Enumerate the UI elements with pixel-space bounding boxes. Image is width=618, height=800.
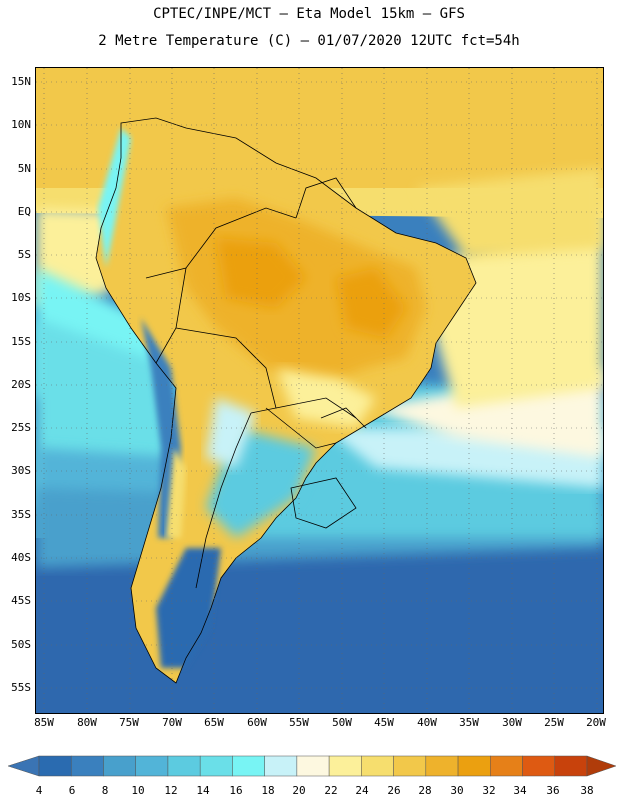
colorbar-label: 20 <box>292 784 306 797</box>
colorbar-label: 4 <box>35 784 43 797</box>
south-america-land <box>96 118 476 683</box>
lon-label: 60W <box>247 716 267 729</box>
lon-label: 40W <box>417 716 437 729</box>
colorbar-swatch <box>199 755 233 777</box>
colorbar-swatch <box>38 755 72 777</box>
colorbar-label: 18 <box>261 784 275 797</box>
lat-label: 35S <box>11 508 31 521</box>
colorbar-swatch <box>393 755 427 777</box>
colorbar-label: 26 <box>387 784 401 797</box>
lon-label: 75W <box>119 716 139 729</box>
colorbar-label: 14 <box>196 784 210 797</box>
lon-label: 30W <box>502 716 522 729</box>
lat-label: EQ <box>17 205 31 218</box>
colorbar-label: 36 <box>546 784 560 797</box>
lon-label: 35W <box>459 716 479 729</box>
colorbar-label: 28 <box>418 784 432 797</box>
colorbar-swatch <box>264 755 298 777</box>
colorbar-swatch <box>135 755 169 777</box>
colorbar-label: 24 <box>355 784 369 797</box>
colorbar-swatch <box>296 755 330 777</box>
lat-label: 5N <box>17 162 31 175</box>
colorbar-swatch <box>425 755 459 777</box>
colorbar-label: 6 <box>68 784 76 797</box>
lat-label: 15N <box>11 75 31 88</box>
lon-label: 25W <box>544 716 564 729</box>
country-borders <box>95 117 477 684</box>
lon-label: 20W <box>586 716 606 729</box>
lat-label: 15S <box>11 335 31 348</box>
colorbar-label: 38 <box>580 784 594 797</box>
colorbar-swatch <box>103 755 136 777</box>
colorbar-swatch <box>490 755 523 777</box>
lat-label: 10N <box>11 118 31 131</box>
colorbar-label: 32 <box>482 784 496 797</box>
colorbar-label: 8 <box>101 784 109 797</box>
lat-label: 55S <box>11 681 31 694</box>
colorbar-over-arrow <box>586 755 617 777</box>
lon-label: 65W <box>204 716 224 729</box>
colorbar-label: 34 <box>513 784 527 797</box>
map-title-line1: CPTEC/INPE/MCT – Eta Model 15km – GFS <box>153 6 465 22</box>
lon-label: 45W <box>374 716 394 729</box>
colorbar-swatch <box>361 755 394 777</box>
map-title-line2: 2 Metre Temperature (C) – 01/07/2020 12U… <box>98 33 520 49</box>
colorbar-under-arrow <box>7 755 40 777</box>
colorbar-label: 10 <box>131 784 145 797</box>
lat-label: 40S <box>11 551 31 564</box>
lon-label: 85W <box>34 716 54 729</box>
lon-label: 70W <box>162 716 182 729</box>
lat-label: 25S <box>11 421 31 434</box>
temperature-colorbar <box>7 755 617 777</box>
colorbar-label: 12 <box>164 784 178 797</box>
lat-label: 10S <box>11 291 31 304</box>
colorbar-swatch <box>457 755 491 777</box>
colorbar-label: 16 <box>229 784 243 797</box>
lon-label: 55W <box>289 716 309 729</box>
colorbar-swatch <box>522 755 556 777</box>
colorbar-swatch <box>554 755 588 777</box>
lat-label: 50S <box>11 638 31 651</box>
temperature-map <box>35 67 604 714</box>
lon-label: 80W <box>77 716 97 729</box>
colorbar-label: 22 <box>324 784 338 797</box>
colorbar-swatch <box>232 755 265 777</box>
lat-label: 5S <box>17 248 31 261</box>
lon-label: 50W <box>332 716 352 729</box>
colorbar-swatch <box>167 755 201 777</box>
colorbar-swatch <box>70 755 104 777</box>
lat-label: 45S <box>11 594 31 607</box>
colorbar-swatch <box>328 755 362 777</box>
colorbar-label: 30 <box>450 784 464 797</box>
lat-label: 20S <box>11 378 31 391</box>
lat-label: 30S <box>11 464 31 477</box>
